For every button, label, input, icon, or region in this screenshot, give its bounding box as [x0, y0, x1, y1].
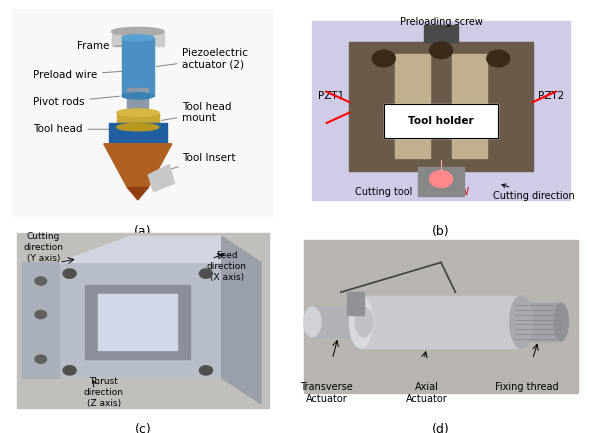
Circle shape — [200, 366, 213, 375]
Circle shape — [430, 171, 452, 187]
Bar — [395, 55, 430, 158]
Bar — [384, 104, 498, 138]
Circle shape — [63, 269, 76, 278]
Circle shape — [430, 42, 452, 58]
Bar — [424, 25, 458, 42]
Bar — [122, 38, 154, 96]
Bar — [117, 113, 159, 127]
Text: PZT1: PZT1 — [318, 91, 344, 101]
Circle shape — [63, 366, 76, 375]
Text: (d): (d) — [432, 423, 450, 433]
Text: PZT2: PZT2 — [538, 91, 564, 101]
Ellipse shape — [355, 307, 372, 337]
Bar — [111, 32, 164, 46]
Text: (c): (c) — [135, 423, 151, 433]
Ellipse shape — [554, 304, 569, 341]
Text: Transverse
Actuator: Transverse Actuator — [300, 381, 353, 404]
Text: Tool Insert: Tool Insert — [167, 153, 236, 170]
Circle shape — [35, 277, 46, 285]
Text: Cutting tool: Cutting tool — [355, 187, 412, 197]
Bar — [347, 292, 364, 314]
Bar — [452, 55, 487, 158]
Ellipse shape — [349, 296, 372, 348]
Text: Tool holder: Tool holder — [408, 116, 474, 126]
Circle shape — [35, 355, 46, 363]
Ellipse shape — [122, 93, 154, 99]
Ellipse shape — [117, 123, 159, 131]
Bar — [361, 296, 521, 348]
Bar — [384, 104, 498, 138]
Polygon shape — [128, 187, 148, 200]
Polygon shape — [222, 236, 261, 404]
Bar — [85, 285, 190, 359]
Text: Thrust
direction
(Z axis): Thrust direction (Z axis) — [83, 377, 124, 408]
Bar — [23, 262, 59, 378]
Text: Feed
direction
(X axis): Feed direction (X axis) — [207, 251, 247, 282]
Text: (b): (b) — [432, 225, 450, 238]
Bar — [312, 21, 570, 200]
Circle shape — [35, 310, 46, 319]
Bar — [109, 123, 167, 144]
Ellipse shape — [117, 109, 159, 116]
Circle shape — [372, 50, 395, 67]
Text: Tool head
mount: Tool head mount — [162, 102, 232, 123]
Bar — [304, 240, 578, 393]
Text: Cutting
direction
(Y axis): Cutting direction (Y axis) — [23, 232, 63, 263]
Text: Cutting direction: Cutting direction — [492, 184, 575, 201]
Bar — [349, 42, 533, 171]
Text: Fixing thread: Fixing thread — [495, 381, 558, 391]
Text: Preload wire: Preload wire — [33, 70, 125, 80]
Ellipse shape — [304, 307, 321, 337]
Bar — [516, 304, 561, 341]
Text: Frame: Frame — [77, 41, 135, 51]
Circle shape — [487, 50, 510, 67]
Text: Axial
Actuator: Axial Actuator — [406, 381, 448, 404]
Text: Tool head: Tool head — [33, 124, 109, 134]
Polygon shape — [104, 144, 172, 187]
Bar — [418, 167, 464, 196]
Polygon shape — [148, 165, 175, 191]
Ellipse shape — [510, 296, 533, 348]
Text: (a): (a) — [134, 225, 152, 238]
Text: Piezoelectric
actuator (2): Piezoelectric actuator (2) — [156, 48, 249, 69]
Bar — [128, 87, 148, 117]
Polygon shape — [59, 236, 222, 262]
Bar — [59, 262, 222, 378]
Text: Pivot rods: Pivot rods — [33, 96, 119, 107]
Ellipse shape — [122, 35, 154, 41]
Bar — [98, 294, 177, 350]
Ellipse shape — [111, 27, 164, 36]
Circle shape — [200, 269, 213, 278]
Text: CCW: CCW — [447, 187, 470, 197]
Text: Preloading screw: Preloading screw — [399, 17, 483, 27]
Bar — [312, 307, 364, 337]
